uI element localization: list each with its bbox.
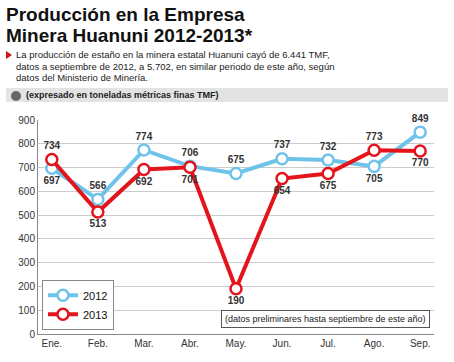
svg-text:100: 100 [18,304,35,315]
svg-text:675: 675 [320,179,337,190]
svg-text:773: 773 [366,130,383,141]
svg-text:692: 692 [136,175,153,186]
svg-text:(datos preliminares hasta sept: (datos preliminares hasta septiembre de … [225,314,426,324]
svg-text:706: 706 [182,146,199,157]
svg-text:701: 701 [182,173,199,184]
svg-text:654: 654 [274,184,291,195]
svg-text:800: 800 [18,138,35,149]
svg-text:Sep.: Sep. [410,338,431,349]
html-text:Producción en la Empresa Miner: Producción en la Empresa Minera Huanuni … [6,4,252,46]
svg-text:600: 600 [18,185,35,196]
svg-text:774: 774 [136,130,153,141]
svg-text:May.: May. [226,338,247,349]
svg-text:500: 500 [18,209,35,220]
svg-text:2013: 2013 [83,308,107,320]
svg-text:Ago.: Ago. [364,338,385,349]
svg-text:400: 400 [18,233,35,244]
svg-text:190: 190 [228,295,245,306]
svg-text:Abr.: Abr. [181,338,199,349]
svg-text:705: 705 [366,172,383,183]
svg-text:900: 900 [18,114,35,125]
svg-text:Feb.: Feb. [88,338,108,349]
svg-text:2012: 2012 [83,289,107,301]
svg-text:Jul.: Jul. [320,338,336,349]
svg-text:675: 675 [228,154,245,165]
svg-text:770: 770 [412,157,429,168]
svg-text:700: 700 [18,162,35,173]
svg-text:513: 513 [90,218,107,229]
html-text:La producción de estaño en la: La producción de estaño en la minera est… [16,49,335,83]
svg-text:732: 732 [320,140,337,151]
svg-text:566: 566 [90,180,107,191]
svg-text:849: 849 [412,112,429,123]
svg-text:Mar.: Mar. [134,338,153,349]
svg-text:Ene.: Ene. [42,338,63,349]
svg-text:737: 737 [274,139,291,150]
svg-text:734: 734 [43,140,60,151]
svg-text:300: 300 [18,257,35,268]
svg-text:697: 697 [43,174,60,185]
html-text:(expresado en toneladas métric: (expresado en toneladas métricas finas T… [26,89,219,100]
svg-text:Jun.: Jun. [273,338,292,349]
svg-text:0: 0 [29,328,35,339]
svg-text:200: 200 [18,280,35,291]
